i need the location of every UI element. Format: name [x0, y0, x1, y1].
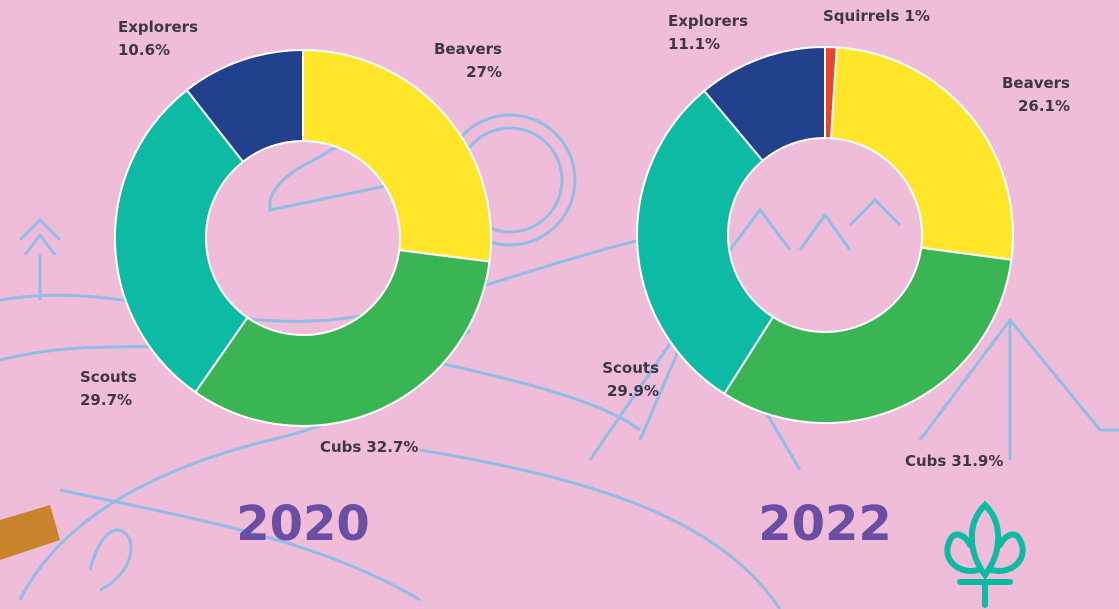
category-label: Cubs	[320, 438, 361, 456]
chart-title: 2020	[236, 496, 370, 552]
slice-label: Squirrels 1%	[823, 7, 930, 25]
category-label: Explorers	[118, 18, 198, 36]
category-label: Beavers	[434, 40, 502, 58]
value-label: 32.7%	[366, 438, 418, 456]
value-label: 11.1%	[668, 35, 720, 53]
slice-label: Cubs 32.7%	[320, 438, 418, 456]
category-label: Explorers	[668, 12, 748, 30]
category-label: Beavers	[1002, 74, 1070, 92]
value-label: 29.9%	[607, 382, 659, 400]
category-label: Cubs	[905, 452, 946, 470]
chart: Beavers 27% Cubs 32.7% Scouts 29.7% Explorers 1…	[0, 0, 1119, 609]
category-label: Squirrels	[823, 7, 899, 25]
category-label: Scouts	[602, 359, 659, 377]
value-label: 31.9%	[951, 452, 1003, 470]
value-label: 27%	[466, 63, 502, 81]
value-label: 29.7%	[80, 391, 132, 409]
value-label: 26.1%	[1018, 97, 1070, 115]
slice-label: Cubs 31.9%	[905, 452, 1003, 470]
chart-title: 2022	[758, 496, 892, 552]
category-label: Scouts	[80, 368, 137, 386]
value-label: 10.6%	[118, 41, 170, 59]
value-label: 1%	[904, 7, 929, 25]
